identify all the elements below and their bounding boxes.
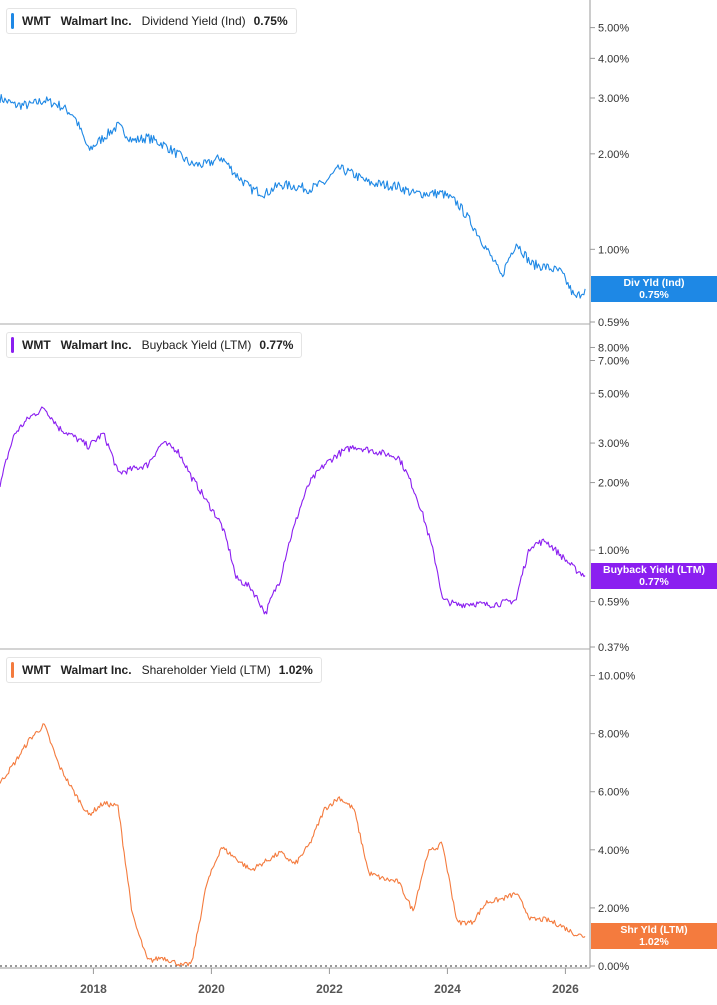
x-axis: 2018 2020 2022 2024 2026: [80, 968, 579, 996]
legend-value: 1.02%: [278, 663, 313, 677]
series-legend: WMT Walmart Inc. Dividend Yield (Ind) 0.75%: [6, 8, 297, 34]
y-tick-label: 0.59%: [598, 317, 629, 329]
y-tick-label: 4.00%: [598, 845, 629, 857]
y-tick-label: 5.00%: [598, 388, 629, 400]
y-tick-label: 3.00%: [598, 93, 629, 105]
x-tick-label: 2020: [198, 982, 225, 996]
x-tick-label: 2022: [316, 982, 343, 996]
series-legend: WMT Walmart Inc. Buyback Yield (LTM) 0.77%: [6, 332, 303, 358]
x-tick-label: 2018: [80, 982, 107, 996]
y-tick-label: 0.00%: [598, 961, 629, 973]
legend-ticker: WMT: [22, 14, 51, 28]
legend-ticker: WMT: [22, 663, 51, 677]
flag-label: Buyback Yield (LTM): [603, 564, 705, 576]
y-tick-label: 10.00%: [598, 671, 636, 683]
legend-metric: Dividend Yield (Ind): [141, 14, 246, 28]
flag-label: Div Yld (Ind): [623, 277, 685, 289]
y-tick-label: 6.00%: [598, 787, 629, 799]
y-tick-label: 2.00%: [598, 478, 629, 490]
current-value-flag: Buyback Yield (LTM) 0.77%: [591, 563, 717, 589]
y-tick-label: 1.00%: [598, 545, 629, 557]
flag-label: Shr Yld (LTM): [620, 924, 688, 936]
legend-value: 0.75%: [253, 14, 288, 28]
legend-metric: Shareholder Yield (LTM): [141, 663, 271, 677]
legend-swatch: [11, 662, 14, 678]
legend-company: Walmart Inc.: [60, 14, 132, 28]
y-tick-label: 4.00%: [598, 53, 629, 65]
y-tick-label: 2.00%: [598, 149, 629, 161]
series-legend: WMT Walmart Inc. Shareholder Yield (LTM) 1.…: [6, 657, 322, 683]
y-tick-label: 1.00%: [598, 244, 629, 256]
flag-value: 1.02%: [639, 936, 669, 948]
chart-frame: [0, 0, 591, 969]
legend-swatch: [11, 337, 14, 353]
legend-metric: Buyback Yield (LTM): [141, 338, 252, 352]
panel-1: 5.00% 4.00% 3.00% 2.00% 1.00% 0.59%: [0, 23, 629, 329]
series-line: [0, 94, 586, 299]
y-tick-label: 2.00%: [598, 903, 629, 915]
legend-company: Walmart Inc.: [60, 663, 132, 677]
x-tick-label: 2024: [434, 982, 461, 996]
series-line: [0, 406, 586, 615]
current-value-flag: Div Yld (Ind) 0.75%: [591, 276, 717, 302]
legend-ticker: WMT: [22, 338, 51, 352]
legend-value: 0.77%: [259, 338, 294, 352]
y-tick-label: 0.37%: [598, 642, 629, 654]
x-tick-label: 2026: [552, 982, 579, 996]
y-tick-label: 8.00%: [598, 342, 629, 354]
chart-panels: 5.00%4.00%3.00%2.00%1.00%0.59%8.00%7.00%…: [0, 23, 636, 973]
series-line: [0, 723, 586, 967]
y-tick-label: 8.00%: [598, 729, 629, 741]
legend-swatch: [11, 13, 14, 29]
flag-value: 0.77%: [639, 576, 669, 588]
legend-company: Walmart Inc.: [60, 338, 132, 352]
flag-value: 0.75%: [639, 289, 669, 301]
current-value-flag: Shr Yld (LTM) 1.02%: [591, 923, 717, 949]
y-tick-label: 7.00%: [598, 355, 629, 367]
y-tick-label: 0.59%: [598, 597, 629, 609]
panel-3: 10.00% 8.00% 6.00% 4.00% 2.00% 0.00%: [0, 671, 636, 973]
y-tick-label: 5.00%: [598, 23, 629, 35]
y-tick-label: 3.00%: [598, 438, 629, 450]
panel-2: 8.00%7.00% 5.00% 3.00% 2.00% 1.00% 0.59% 0.37%: [0, 342, 629, 654]
